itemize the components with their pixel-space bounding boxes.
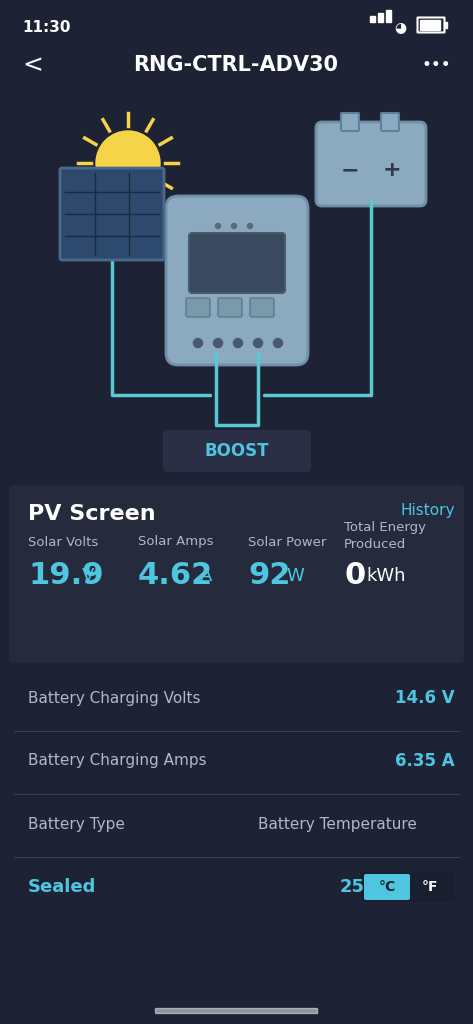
Text: −: −: [341, 160, 359, 180]
Bar: [420, 20, 440, 30]
Text: Battery Type: Battery Type: [28, 816, 125, 831]
Text: 14.6 V: 14.6 V: [395, 689, 455, 707]
Text: Total Energy
Produced: Total Energy Produced: [344, 521, 426, 551]
Circle shape: [234, 339, 243, 347]
Text: 11:30: 11:30: [22, 20, 70, 36]
Circle shape: [96, 131, 160, 195]
Text: Sealed: Sealed: [28, 878, 96, 896]
Text: 92: 92: [248, 561, 290, 591]
FancyBboxPatch shape: [341, 113, 359, 131]
Text: W: W: [286, 567, 304, 585]
Text: 0: 0: [344, 561, 365, 591]
Bar: [378, 13, 383, 22]
Text: Battery Charging Volts: Battery Charging Volts: [28, 690, 201, 706]
FancyBboxPatch shape: [60, 168, 164, 260]
Bar: [386, 10, 391, 22]
Text: Battery Charging Amps: Battery Charging Amps: [28, 754, 207, 768]
Bar: [370, 16, 375, 22]
FancyBboxPatch shape: [218, 298, 242, 317]
Bar: [155, 1008, 317, 1013]
Circle shape: [213, 339, 222, 347]
Text: +: +: [383, 160, 401, 180]
Text: 6.35 A: 6.35 A: [395, 752, 455, 770]
FancyBboxPatch shape: [163, 430, 311, 472]
Text: °C: °C: [378, 880, 395, 894]
Text: PV Screen: PV Screen: [28, 504, 156, 524]
Text: ◕: ◕: [394, 22, 406, 35]
Text: kWh: kWh: [366, 567, 405, 585]
Text: 19.9: 19.9: [28, 561, 104, 591]
FancyBboxPatch shape: [316, 122, 426, 206]
FancyBboxPatch shape: [166, 196, 308, 365]
FancyBboxPatch shape: [9, 485, 464, 663]
Text: •••: •••: [421, 56, 451, 74]
Text: History: History: [401, 503, 455, 517]
Text: °F: °F: [422, 880, 438, 894]
Text: 4.62: 4.62: [138, 561, 213, 591]
Bar: [444, 22, 447, 28]
FancyBboxPatch shape: [381, 113, 399, 131]
FancyBboxPatch shape: [189, 233, 285, 293]
Text: BOOST: BOOST: [205, 442, 269, 460]
Circle shape: [193, 339, 202, 347]
FancyBboxPatch shape: [364, 874, 410, 900]
Circle shape: [216, 223, 220, 228]
FancyBboxPatch shape: [361, 872, 455, 902]
Text: Solar Amps: Solar Amps: [138, 536, 213, 549]
Circle shape: [273, 339, 282, 347]
Circle shape: [231, 223, 236, 228]
FancyBboxPatch shape: [250, 298, 274, 317]
Text: Solar Power: Solar Power: [248, 536, 326, 549]
Circle shape: [247, 223, 253, 228]
Circle shape: [254, 339, 263, 347]
Text: V: V: [82, 567, 95, 585]
Text: A: A: [200, 567, 212, 585]
Text: Solar Volts: Solar Volts: [28, 536, 98, 549]
Text: 25: 25: [340, 878, 365, 896]
FancyBboxPatch shape: [186, 298, 210, 317]
Text: RNG-CTRL-ADV30: RNG-CTRL-ADV30: [133, 55, 339, 75]
Text: Battery Temperature: Battery Temperature: [258, 816, 417, 831]
Text: <: <: [22, 53, 43, 77]
